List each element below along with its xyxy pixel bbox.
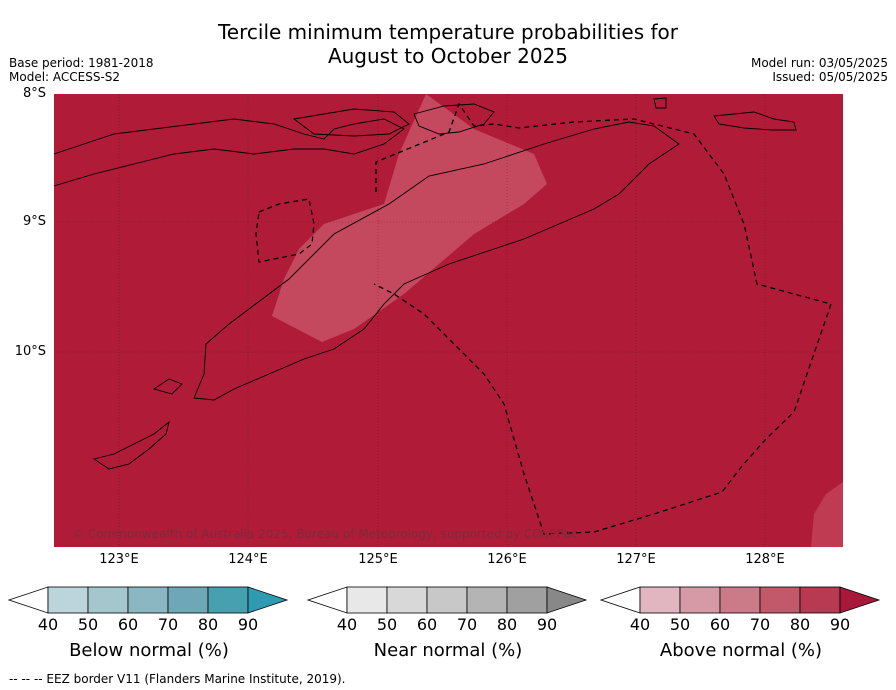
colorbar-tick: 90 [829,615,851,634]
base-period-label: Base period: 1981-2018 [9,56,154,70]
semau-coastline [152,378,183,395]
colorbar-tick: 50 [77,615,99,634]
colorbar-high-arrow [247,586,289,614]
colorbar-tick: 70 [749,615,771,634]
colorbar-swatch [87,586,129,614]
above-normal-colorbar [600,586,881,614]
colorbar-high-arrow [546,586,588,614]
lat-label-10s: 10°S [14,344,46,359]
colorbar-low-arrow [600,586,641,614]
lon-label-126e: 126°E [487,552,527,567]
colorbar-swatch [466,586,508,614]
lon-label-128e: 128°E [745,552,785,567]
colorbar-tick: 60 [709,615,731,634]
colorbar-tick: 90 [237,615,259,634]
below-normal-title: Below normal (%) [69,640,229,661]
colorbar-swatch [639,586,681,614]
model-label: Model: ACCESS-S2 [9,70,121,84]
colorbar-swatch [167,586,209,614]
colorbar-low-arrow [8,586,49,614]
coastlines [54,97,797,470]
colorbar-swatch [386,586,428,614]
colorbar-tick: 60 [117,615,139,634]
colorbar-tick: 40 [336,615,358,634]
lon-label-125e: 125°E [358,552,398,567]
map-panel: © Commonwealth of Australia 2025, Bureau… [54,94,843,547]
colorbar-swatch [47,586,89,614]
colorbar-swatch [799,586,841,614]
colorbar-tick: 80 [496,615,518,634]
flores-coastline [54,118,405,187]
lat-label-8s: 8°S [22,86,46,101]
near-normal-patch [272,94,547,342]
colorbar-tick: 40 [629,615,651,634]
colorbar-swatch [759,586,801,614]
below-normal-colorbar [8,586,289,614]
above-normal-title: Above normal (%) [659,640,823,661]
southeast-patch [811,482,843,547]
wetar-coastline [413,103,495,135]
colorbar-tick: 70 [456,615,478,634]
lon-label-127e: 127°E [616,552,656,567]
colorbar-tick: 40 [37,615,59,634]
colorbar-swatch [127,586,169,614]
lon-label-123e: 123°E [99,552,139,567]
issued-label: Issued: 05/05/2025 [772,70,888,84]
islet-north-1 [653,97,667,109]
colorbar-swatch [426,586,468,614]
colorbar-tick: 80 [197,615,219,634]
colorbar-swatch [679,586,721,614]
colorbar-tick: 70 [157,615,179,634]
chart-title-line1: Tercile minimum temperature probabilitie… [217,20,679,44]
eez-border [255,102,832,535]
colorbar-swatch [719,586,761,614]
colorbar-tick: 90 [536,615,558,634]
eez-footnote: -- -- -- EEZ border V11 (Flanders Marine… [9,672,346,686]
lat-label-9s: 9°S [22,214,46,229]
graticule [54,94,843,547]
chart-title-line2: August to October 2025 [327,44,569,68]
colorbar-swatch [506,586,548,614]
lon-label-124e: 124°E [228,552,268,567]
near-normal-colorbar [307,586,588,614]
colorbar-tick: 50 [376,615,398,634]
near-normal-title: Near normal (%) [373,640,523,661]
copyright-text: © Commonwealth of Australia 2025, Bureau… [72,527,577,541]
timor-coastline [193,121,680,401]
colorbar-tick: 50 [669,615,691,634]
colorbar-low-arrow [307,586,348,614]
colorbar-high-arrow [839,586,881,614]
colorbar-swatch [346,586,388,614]
colorbar-swatch [207,586,249,614]
rote-coastline [92,420,170,470]
model-run-label: Model run: 03/05/2025 [750,56,888,70]
colorbar-tick: 80 [789,615,811,634]
colorbar-tick: 60 [416,615,438,634]
islet-north-2 [713,111,797,131]
alor-coastline [292,108,410,137]
